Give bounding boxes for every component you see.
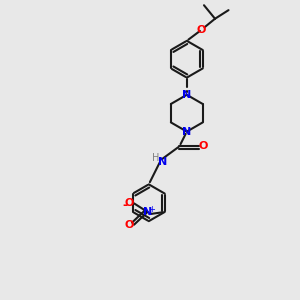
Text: N: N: [182, 127, 191, 136]
Text: O: O: [125, 220, 134, 230]
Text: N: N: [143, 207, 152, 217]
Text: N: N: [182, 90, 191, 100]
Text: O: O: [199, 141, 208, 151]
Text: H: H: [152, 153, 159, 163]
Text: O: O: [125, 198, 134, 208]
Text: N: N: [158, 157, 167, 167]
Text: O: O: [197, 25, 206, 35]
Text: -: -: [122, 199, 127, 212]
Text: +: +: [148, 205, 155, 214]
